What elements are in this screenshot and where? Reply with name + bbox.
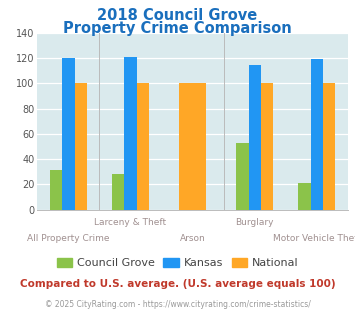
Text: Burglary: Burglary xyxy=(235,218,274,227)
Bar xyxy=(112,174,124,210)
Text: Arson: Arson xyxy=(180,234,206,243)
Bar xyxy=(179,83,206,210)
Bar xyxy=(50,171,62,210)
Bar xyxy=(261,83,273,210)
Text: All Property Crime: All Property Crime xyxy=(27,234,110,243)
Bar xyxy=(137,83,149,210)
Bar xyxy=(311,59,323,210)
Bar xyxy=(298,183,311,210)
Legend: Council Grove, Kansas, National: Council Grove, Kansas, National xyxy=(52,253,303,272)
Bar xyxy=(323,83,335,210)
Bar xyxy=(236,143,248,210)
Bar xyxy=(248,65,261,210)
Text: Larceny & Theft: Larceny & Theft xyxy=(94,218,166,227)
Text: Motor Vehicle Theft: Motor Vehicle Theft xyxy=(273,234,355,243)
Text: © 2025 CityRating.com - https://www.cityrating.com/crime-statistics/: © 2025 CityRating.com - https://www.city… xyxy=(45,300,310,309)
Bar xyxy=(124,57,137,210)
Text: 2018 Council Grove: 2018 Council Grove xyxy=(97,8,258,23)
Text: Compared to U.S. average. (U.S. average equals 100): Compared to U.S. average. (U.S. average … xyxy=(20,279,335,289)
Text: Property Crime Comparison: Property Crime Comparison xyxy=(63,21,292,36)
Bar xyxy=(75,83,87,210)
Bar xyxy=(62,58,75,210)
